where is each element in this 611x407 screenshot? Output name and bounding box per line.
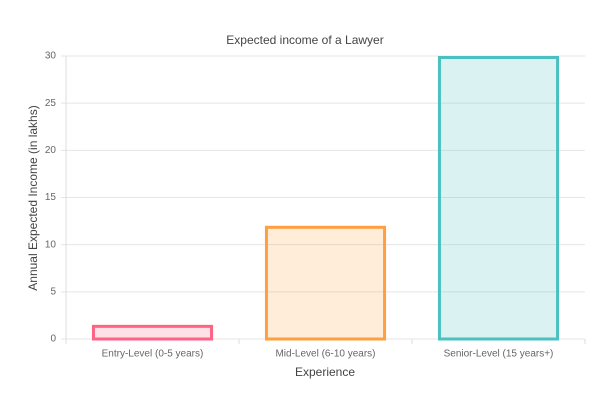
y-tick-label: 5 bbox=[50, 286, 56, 297]
bar bbox=[264, 225, 387, 341]
y-tick-label: 15 bbox=[45, 192, 57, 203]
bar bbox=[437, 56, 560, 341]
x-tick-label: Entry-Level (0-5 years) bbox=[102, 349, 204, 360]
x-tick-label: Mid-Level (6-10 years) bbox=[275, 349, 375, 360]
y-tick-label: 10 bbox=[45, 239, 57, 250]
bar bbox=[91, 324, 214, 341]
y-tick-label: 0 bbox=[50, 334, 56, 345]
chart-title: Expected income of a Lawyer bbox=[226, 33, 383, 47]
x-tick-label: Senior-Level (15 years+) bbox=[444, 349, 554, 360]
y-tick-label: 20 bbox=[45, 145, 57, 156]
y-axis-label: Annual Expected Income (in lakhs) bbox=[26, 105, 40, 290]
y-tick-label: 30 bbox=[45, 51, 57, 62]
x-axis-label: Experience bbox=[295, 365, 355, 379]
y-tick-label: 25 bbox=[45, 98, 57, 109]
